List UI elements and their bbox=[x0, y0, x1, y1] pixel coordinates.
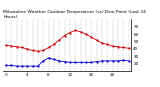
Text: Milwaukee Weather Outdoor Temperature (vs) Dew Point (Last 24 Hours): Milwaukee Weather Outdoor Temperature (v… bbox=[3, 10, 146, 19]
